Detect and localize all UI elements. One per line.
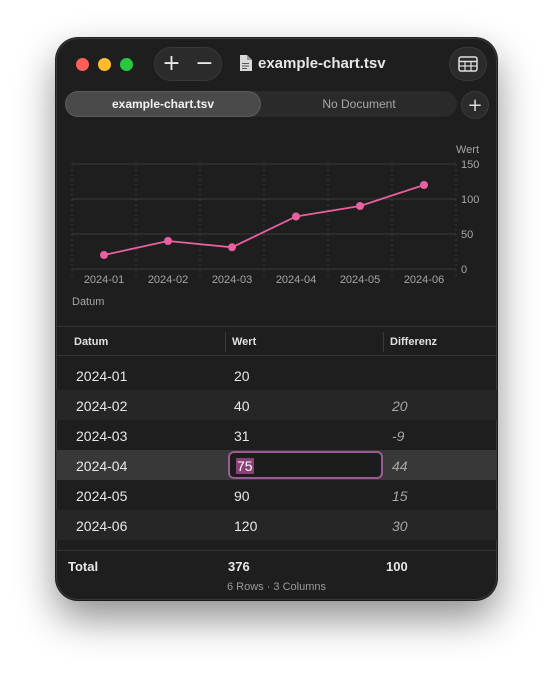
tab-no-document[interactable]: No Document bbox=[322, 97, 396, 111]
window-title: example-chart.tsv bbox=[258, 55, 386, 72]
data-point bbox=[228, 243, 236, 252]
table-row[interactable]: 2024-01 20 bbox=[56, 360, 497, 390]
y-tick-label: 150 bbox=[461, 159, 479, 171]
data-point bbox=[164, 237, 172, 245]
cell-differenz: 20 bbox=[392, 398, 408, 414]
x-axis-title: Datum bbox=[72, 296, 105, 308]
cell-differenz: 44 bbox=[392, 458, 408, 474]
cell-differenz: 30 bbox=[392, 518, 408, 534]
status-bar-text: 6 Rows · 3 Columns bbox=[226, 581, 327, 593]
table-row[interactable]: 2024-02 40 20 bbox=[56, 390, 497, 420]
x-tick-label: 2024-01 bbox=[84, 274, 124, 286]
data-point bbox=[420, 181, 428, 189]
zoom-out-button[interactable]: − bbox=[195, 51, 214, 76]
column-divider[interactable] bbox=[383, 332, 384, 352]
cell-edit-field[interactable]: 75 bbox=[228, 451, 383, 479]
maximize-window-button[interactable] bbox=[120, 58, 133, 71]
x-tick-label: 2024-05 bbox=[340, 274, 380, 286]
cell-wert[interactable]: 90 bbox=[234, 488, 250, 504]
table-view-button[interactable] bbox=[449, 47, 487, 81]
total-differenz: 100 bbox=[386, 559, 408, 574]
x-tick-label: 2024-02 bbox=[148, 274, 188, 286]
y-tick-label: 100 bbox=[461, 194, 479, 206]
column-header-datum[interactable]: Datum bbox=[74, 336, 109, 348]
x-tick-label: 2024-04 bbox=[276, 274, 316, 286]
y-tick-label: 0 bbox=[461, 264, 467, 276]
cell-datum[interactable]: 2024-02 bbox=[76, 398, 128, 414]
column-header-differenz[interactable]: Differenz bbox=[390, 336, 438, 348]
document-icon bbox=[240, 55, 252, 71]
y-axis-title: Wert bbox=[456, 144, 479, 156]
cell-differenz: 15 bbox=[392, 488, 408, 504]
total-label: Total bbox=[68, 559, 99, 574]
cell-wert[interactable]: 40 bbox=[234, 398, 250, 414]
cell-datum[interactable]: 2024-06 bbox=[76, 518, 128, 534]
cell-datum[interactable]: 2024-01 bbox=[76, 368, 128, 384]
table-footer: Total 376 100 6 Rows · 3 Columns bbox=[56, 550, 497, 600]
cell-datum[interactable]: 2024-05 bbox=[76, 488, 128, 504]
table-row[interactable]: 2024-03 31 -9 bbox=[56, 420, 497, 450]
y-tick-label: 50 bbox=[461, 229, 473, 241]
x-tick-label: 2024-06 bbox=[404, 274, 444, 286]
app-window: + − example-chart.tsv example-chart.tsv … bbox=[56, 38, 497, 600]
x-tick-label: 2024-03 bbox=[212, 274, 252, 286]
tab-example-chart[interactable]: example-chart.tsv bbox=[65, 91, 261, 117]
cell-wert[interactable]: 120 bbox=[234, 518, 258, 534]
minimize-window-button[interactable] bbox=[98, 58, 111, 71]
total-wert: 376 bbox=[228, 559, 250, 574]
data-point bbox=[292, 212, 300, 221]
column-header-wert[interactable]: Wert bbox=[232, 336, 257, 348]
table-row-selected[interactable]: 2024-04 75 44 bbox=[56, 450, 497, 480]
cell-datum[interactable]: 2024-03 bbox=[76, 428, 128, 444]
cell-differenz: -9 bbox=[392, 428, 405, 444]
table-icon bbox=[458, 56, 478, 72]
cell-edit-value[interactable]: 75 bbox=[236, 458, 254, 474]
close-window-button[interactable] bbox=[76, 58, 89, 71]
series-line bbox=[103, 184, 425, 256]
add-tab-button[interactable]: + bbox=[461, 91, 489, 119]
table-row[interactable]: 2024-06 120 30 bbox=[56, 510, 497, 540]
data-point bbox=[100, 251, 108, 259]
column-divider[interactable] bbox=[225, 332, 226, 352]
table-header: Datum Wert Differenz bbox=[56, 326, 497, 356]
cell-wert[interactable]: 31 bbox=[234, 428, 250, 444]
cell-wert[interactable]: 20 bbox=[234, 368, 250, 384]
tab-bar: example-chart.tsv No Document bbox=[65, 91, 457, 117]
line-chart: 0 50 100 150 Wert 2024-01 2024-02 2024-03 2024-0… bbox=[71, 144, 479, 286]
table-row[interactable]: 2024-05 90 15 bbox=[56, 480, 497, 510]
cell-datum[interactable]: 2024-04 bbox=[76, 458, 128, 474]
zoom-control: + − bbox=[154, 47, 222, 81]
zoom-in-button[interactable]: + bbox=[162, 51, 181, 76]
data-point bbox=[356, 202, 364, 210]
table-body: 2024-01 20 2024-02 40 20 2024-03 31 -9 2… bbox=[56, 360, 497, 540]
